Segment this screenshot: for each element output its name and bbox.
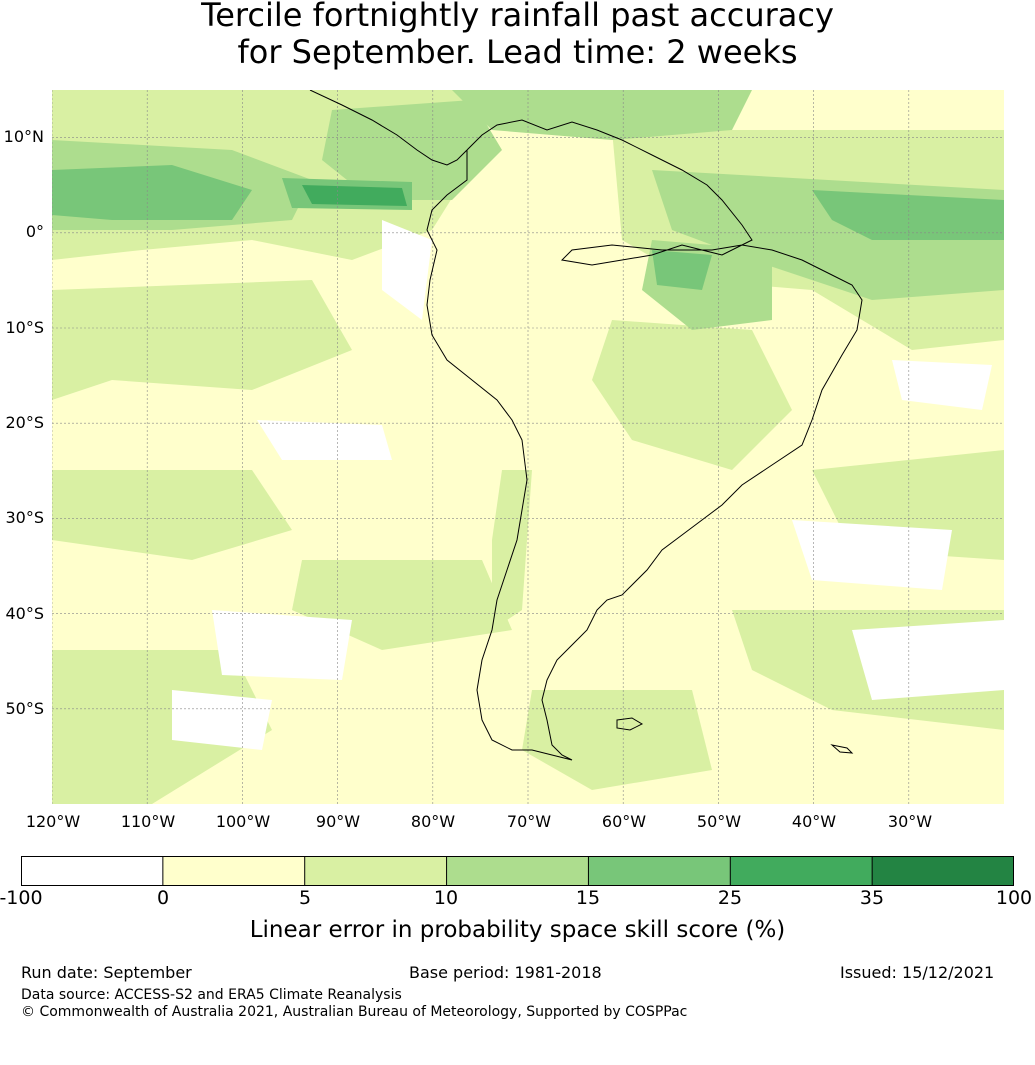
lat-label: 0°: [25, 222, 44, 241]
coastline-falklands: [616, 717, 644, 731]
gridlines: [52, 90, 1004, 804]
lon-label: 40°W: [791, 812, 837, 831]
colorbar-tick: 100: [995, 887, 1033, 909]
lon-label: 100°W: [215, 812, 271, 831]
coastlines: [309, 90, 863, 761]
issued-date: Issued: 15/12/2021: [840, 963, 995, 982]
lon-label: 110°W: [120, 812, 176, 831]
patch-itcz: [302, 185, 407, 206]
chart-title-line1: Tercile fortnightly rainfall past accura…: [201, 0, 834, 34]
copyright: © Commonwealth of Australia 2021, Austra…: [21, 1004, 688, 1020]
patch-strong-east: [812, 190, 1004, 240]
data-source: Data source: ACCESS-S2 and ERA5 Climate …: [21, 987, 402, 1003]
lat-label: 50°S: [5, 699, 44, 718]
lat-label: 10°N: [3, 127, 44, 146]
map-panel: [52, 90, 1004, 804]
lat-label: 20°S: [5, 413, 44, 432]
patch-mid-caribbean: [452, 90, 752, 140]
skill-patches: [52, 90, 1004, 804]
coastline-central-america: [309, 90, 468, 166]
colorbar-segment-2: [162, 856, 305, 886]
colorbar-frame: [21, 856, 1014, 886]
lat-label: 40°S: [5, 604, 44, 623]
lon-label: 80°W: [410, 812, 456, 831]
colorbar-segment-1: [21, 856, 163, 886]
colorbar-tick: 35: [859, 887, 885, 909]
patch-light-west-mid: [52, 280, 352, 400]
colorbar-tick: 10: [433, 887, 459, 909]
patch-white-far-se: [852, 620, 1004, 700]
patch-white-sw: [172, 690, 272, 750]
lon-label: 30°W: [887, 812, 933, 831]
lon-label: 120°W: [25, 812, 81, 831]
colorbar-tick: 5: [298, 887, 312, 909]
patch-white-eq: [382, 220, 432, 320]
patch-light-south-west: [52, 470, 292, 560]
lon-label: 60°W: [601, 812, 647, 831]
patch-white-se: [792, 520, 952, 590]
patch-white-peru: [257, 420, 392, 460]
coastline-south-georgia: [830, 744, 854, 754]
patch-mid-north: [322, 100, 502, 200]
colorbar-label: Linear error in probability space skill …: [249, 917, 786, 943]
patch-light-sw-low: [52, 650, 272, 804]
chart-title-line2: for September. Lead time: 2 weeks: [237, 33, 798, 71]
lon-label: 50°W: [696, 812, 742, 831]
colorbar: [21, 856, 1014, 886]
skill-map: [52, 90, 1004, 804]
patch-light-south-mid: [522, 690, 712, 790]
colorbar-segment-3: [304, 856, 447, 886]
colorbar-segment-4: [446, 856, 589, 886]
colorbar-tick: 15: [575, 887, 601, 909]
colorbar-segment-7: [872, 856, 1014, 886]
run-date: Run date: September: [21, 963, 192, 982]
patch-white-south: [212, 610, 352, 680]
patch-light-center: [592, 320, 792, 470]
lat-label: 30°S: [5, 508, 44, 527]
lon-label: 70°W: [506, 812, 552, 831]
base-period: Base period: 1981-2018: [409, 963, 602, 982]
coastline-south-america: [426, 119, 863, 761]
colorbar-tick: 25: [717, 887, 743, 909]
colorbar-tick: -100: [0, 887, 43, 909]
colorbar-segment-6: [730, 856, 873, 886]
colorbar-tick: 0: [156, 887, 170, 909]
lat-label: 10°S: [5, 318, 44, 337]
patch-strong-west: [52, 165, 252, 220]
patch-white-east: [892, 360, 992, 410]
patch-strong-ne: [652, 250, 712, 290]
colorbar-dividers: [162, 856, 873, 886]
lon-label: 90°W: [315, 812, 361, 831]
colorbar-segment-5: [588, 856, 731, 886]
